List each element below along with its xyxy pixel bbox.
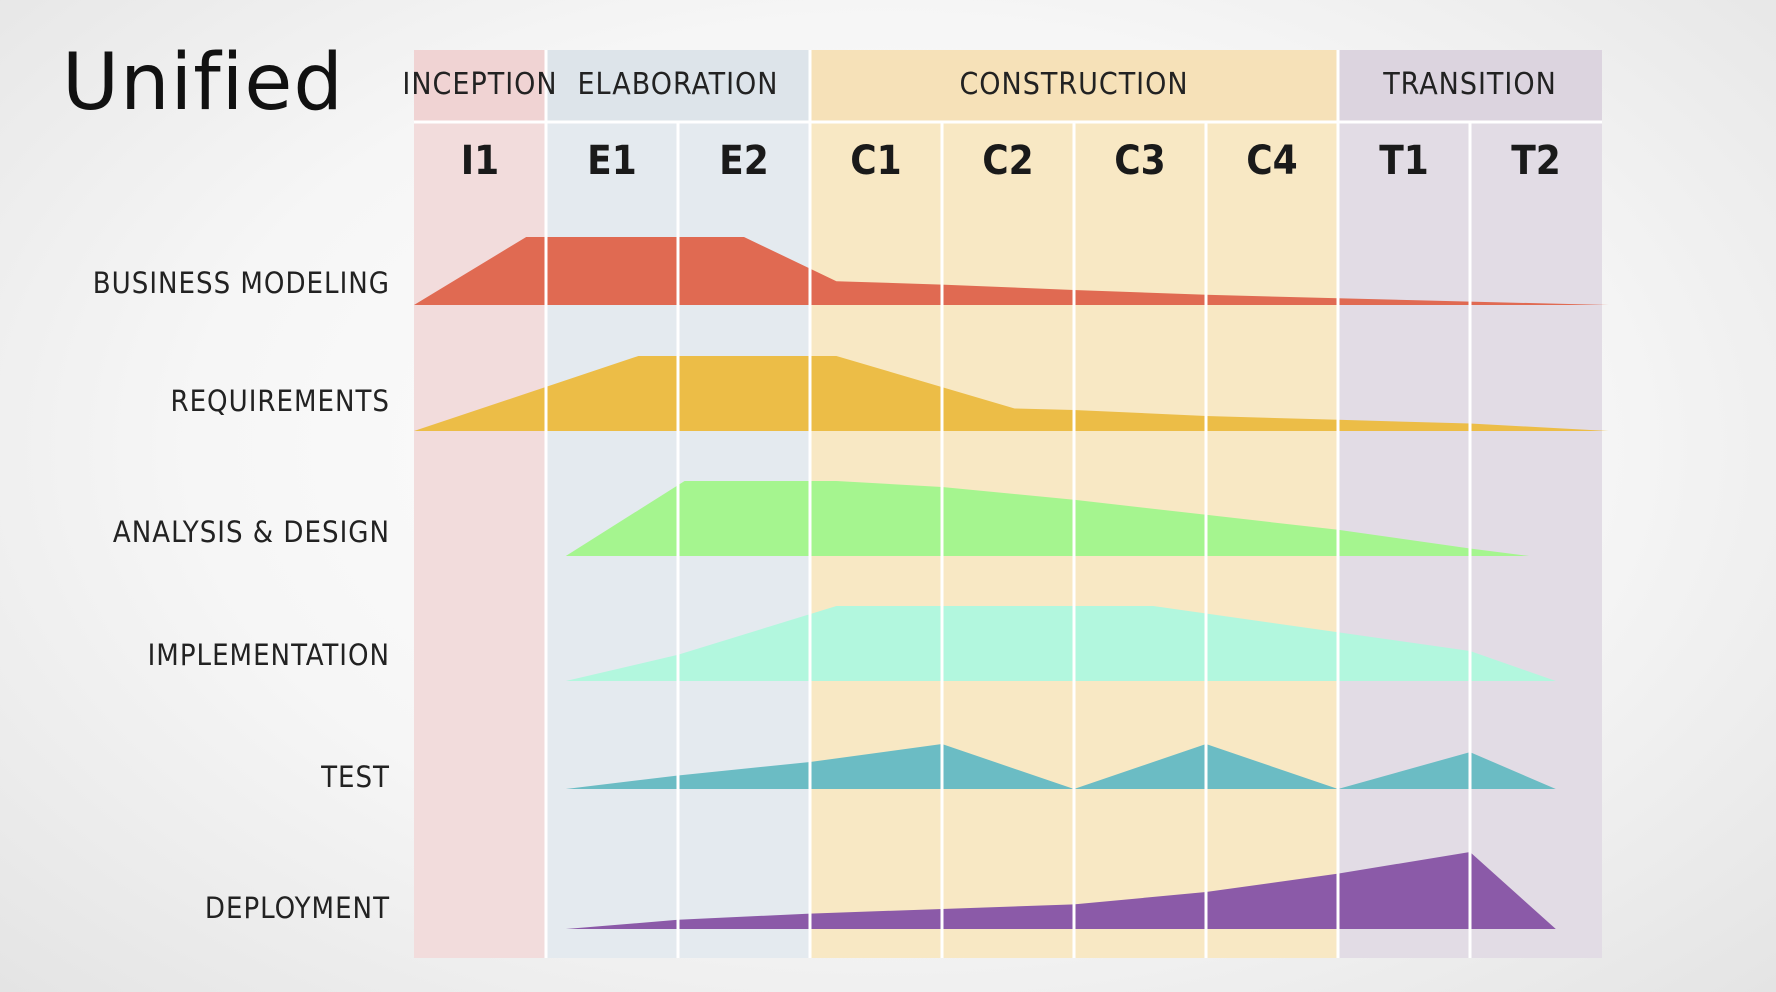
iteration-label-c4: C4 <box>1246 138 1297 184</box>
iteration-label-c3: C3 <box>1114 138 1165 184</box>
phase-label-inception: INCEPTION <box>402 67 557 102</box>
diagram-title: Unified <box>62 38 344 128</box>
iteration-label-t1: T1 <box>1379 138 1429 184</box>
discipline-areas <box>414 237 1609 929</box>
discipline-label-business-modeling: BUSINESS MODELING <box>93 266 390 300</box>
phase-bg-inception <box>414 50 546 958</box>
iteration-label-t2: T2 <box>1511 138 1561 184</box>
area-analysis-and-design <box>565 481 1530 556</box>
iteration-grid <box>414 50 1602 958</box>
discipline-label-test: TEST <box>320 760 390 794</box>
phase-header-elaboration <box>546 50 810 122</box>
iteration-label-c2: C2 <box>982 138 1033 184</box>
labels: INCEPTION ELABORATION CONSTRUCTION TRANSITI… <box>93 67 1561 925</box>
discipline-label-implementation: IMPLEMENTATION <box>148 638 390 672</box>
phase-label-construction: CONSTRUCTION <box>959 67 1188 102</box>
discipline-label-requirements: REQUIREMENTS <box>170 384 390 418</box>
phase-header-construction <box>810 50 1338 122</box>
area-test <box>565 744 1556 789</box>
iteration-label-e2: E2 <box>719 138 769 184</box>
iteration-label-e1: E1 <box>587 138 637 184</box>
iteration-label-i1: I1 <box>461 138 499 184</box>
discipline-label-deployment: DEPLOYMENT <box>205 891 390 925</box>
iteration-label-c1: C1 <box>850 138 901 184</box>
area-deployment <box>565 852 1556 929</box>
phase-label-transition: TRANSITION <box>1382 67 1557 102</box>
area-business-modeling <box>414 237 1609 305</box>
discipline-label-analysis-and-design: ANALYSIS & DESIGN <box>113 515 390 549</box>
phase-label-elaboration: ELABORATION <box>578 67 779 102</box>
area-requirements <box>414 356 1609 431</box>
area-implementation <box>565 606 1556 681</box>
phase-header-inception <box>414 50 546 122</box>
phase-header-transition <box>1338 50 1602 122</box>
